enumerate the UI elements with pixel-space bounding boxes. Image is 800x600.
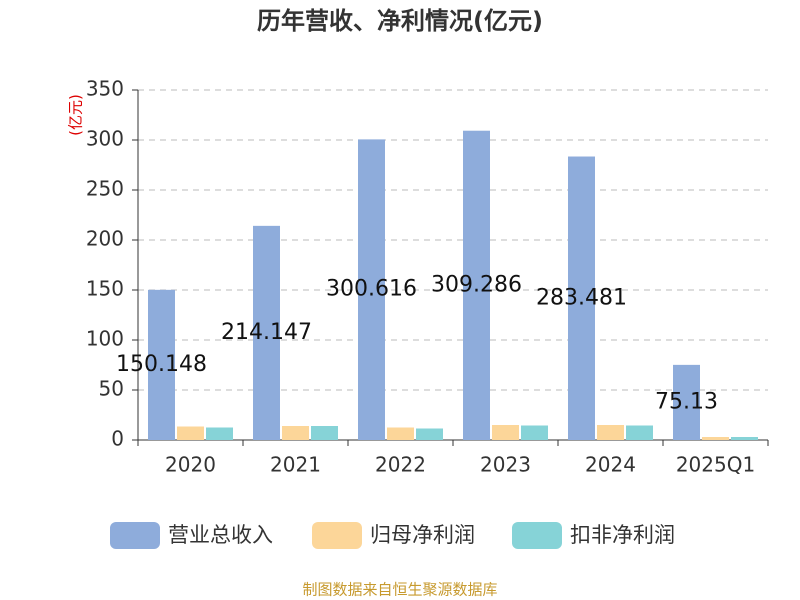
data-label: 300.616 — [326, 277, 417, 302]
bar — [311, 426, 338, 440]
source-note: 制图数据来自恒生聚源数据库 — [302, 581, 497, 599]
y-tick-label: 50 — [99, 377, 124, 401]
legend-label: 归母净利润 — [370, 523, 475, 547]
bar — [626, 425, 653, 440]
legend-label: 营业总收入 — [168, 523, 273, 547]
y-axis-label: (亿元) — [67, 94, 85, 136]
bar — [148, 289, 175, 440]
x-tick-label: 2024 — [585, 453, 636, 477]
bar — [282, 426, 309, 440]
y-tick-label: 300 — [86, 127, 124, 151]
bar — [731, 437, 758, 440]
bar — [521, 425, 548, 440]
x-tick-label: 2025Q1 — [676, 453, 755, 477]
bar — [206, 427, 233, 440]
bar — [568, 156, 595, 441]
data-label: 150.148 — [116, 352, 207, 377]
legend-swatch — [312, 522, 362, 549]
bar — [387, 427, 414, 440]
data-label: 283.481 — [536, 285, 627, 310]
bar — [416, 428, 443, 440]
y-tick-label: 200 — [86, 227, 124, 251]
bar — [597, 425, 624, 440]
x-tick-label: 2023 — [480, 453, 531, 477]
bar — [358, 139, 385, 440]
y-tick-label: 350 — [86, 77, 124, 101]
x-tick-label: 2021 — [270, 453, 321, 477]
bar — [492, 425, 519, 440]
bar — [463, 130, 490, 441]
data-label: 309.286 — [431, 272, 522, 297]
x-tick-label: 2022 — [375, 453, 426, 477]
bar — [177, 426, 204, 440]
bar — [702, 437, 729, 440]
legend-swatch — [512, 522, 562, 549]
legend-swatch — [110, 522, 160, 549]
data-label: 214.147 — [221, 320, 312, 345]
chart-title: 历年营收、净利情况(亿元) — [257, 7, 543, 35]
bar — [253, 225, 280, 440]
legend-label: 扣非净利润 — [570, 523, 675, 547]
y-tick-label: 250 — [86, 177, 124, 201]
y-tick-label: 150 — [86, 277, 124, 301]
data-label: 75.13 — [655, 389, 718, 414]
x-tick-label: 2020 — [165, 453, 216, 477]
y-tick-label: 0 — [111, 427, 124, 451]
bar — [673, 364, 700, 440]
y-tick-label: 100 — [86, 327, 124, 351]
